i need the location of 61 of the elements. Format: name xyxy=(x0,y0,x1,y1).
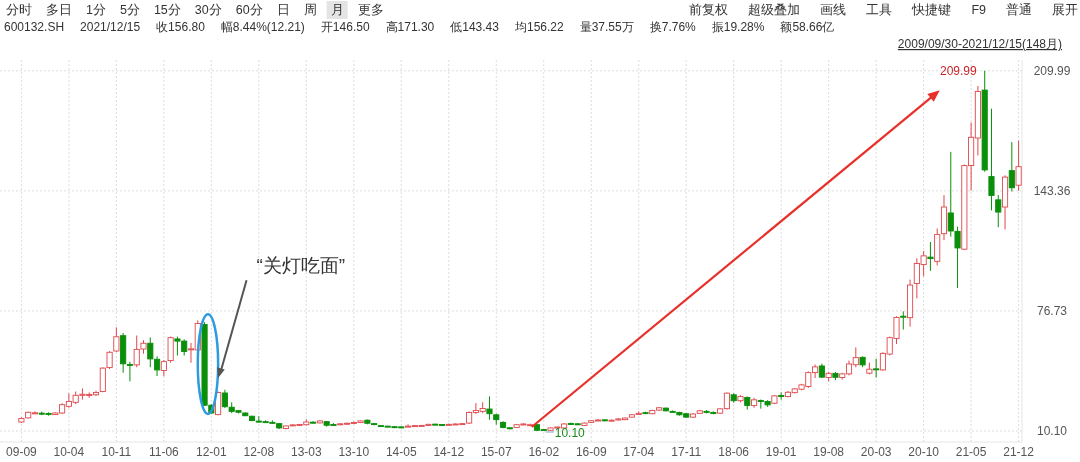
text: 60分 xyxy=(235,3,263,17)
y-tick-label: 209.99 xyxy=(1033,63,1071,78)
text: 工具 xyxy=(866,3,893,17)
x-tick-label: 09-09 xyxy=(6,445,38,459)
text: 振19.28% xyxy=(711,20,765,34)
x-tick-label: 19-08 xyxy=(813,445,845,459)
text: 收156.80 xyxy=(156,20,206,34)
text: 高171.30 xyxy=(385,20,435,34)
text: 分时 xyxy=(6,3,32,17)
x-tick-label: 12-08 xyxy=(243,445,275,459)
x-tick-label: 14-12 xyxy=(433,445,465,459)
text: 周 xyxy=(303,3,317,17)
text: 1分 xyxy=(86,3,106,17)
text: 月 xyxy=(330,3,344,17)
x-tick-label: 17-04 xyxy=(623,445,655,459)
x-tick-label: 14-05 xyxy=(385,445,417,459)
x-tick-label: 12-01 xyxy=(195,445,227,459)
x-tick-label: 10-11 xyxy=(101,445,132,459)
text: 均156.22 xyxy=(513,20,564,34)
text: 日 xyxy=(276,3,290,17)
x-tick-label: 20-03 xyxy=(860,445,892,459)
text: F9 xyxy=(971,3,987,17)
text: 普通 xyxy=(1006,2,1032,17)
x-tick-label: 18-06 xyxy=(718,445,750,459)
text: 前复权 xyxy=(689,3,729,17)
text: 开146.50 xyxy=(320,20,370,34)
text: 多日 xyxy=(46,3,72,17)
text: 2021/12/15 xyxy=(80,20,141,34)
x-tick-label: 11-06 xyxy=(148,445,180,459)
y-tick-label: 143.36 xyxy=(1033,183,1071,198)
text: 更多 xyxy=(357,3,384,17)
x-tick-label: 21-05 xyxy=(955,445,987,459)
text: 额58.66亿 xyxy=(780,20,835,34)
text: 5分 xyxy=(119,3,140,17)
text: 30分 xyxy=(194,3,222,17)
text: 600132.SH xyxy=(4,20,65,34)
text: 量37.55万 xyxy=(579,20,634,34)
text: 2009/09/30-2021/12/15(148月) xyxy=(897,37,1062,51)
x-tick-label: 10-04 xyxy=(53,445,85,459)
text: 换7.76% xyxy=(649,20,697,34)
y-tick-label: 10.10 xyxy=(1036,424,1068,439)
text: 画线 xyxy=(820,3,847,17)
x-tick-label: 16-09 xyxy=(575,445,607,459)
text: 超级叠加 xyxy=(748,3,801,17)
text: 低143.43 xyxy=(450,20,500,34)
x-tick-label: 20-10 xyxy=(908,445,940,459)
x-tick-label: 16-02 xyxy=(528,445,560,459)
x-tick-label: 13-10 xyxy=(338,445,370,459)
text: 展开 xyxy=(1052,3,1078,17)
text: 快捷键 xyxy=(911,3,952,17)
x-tick-label: 19-01 xyxy=(765,445,797,459)
annotation: “关灯吃面” xyxy=(256,255,346,277)
x-tick-label: 13-03 xyxy=(290,445,322,459)
x-tick-label: 17-11 xyxy=(671,445,702,459)
x-tick-label: 21-12 xyxy=(1003,445,1035,459)
y-tick-label: 76.73 xyxy=(1036,303,1068,318)
text: 幅8.44%(12.21) xyxy=(220,20,305,34)
annotation: 209.99 xyxy=(939,63,978,78)
annotation: 10.10 xyxy=(554,426,586,441)
x-tick-label: 15-07 xyxy=(480,445,512,459)
text: 15分 xyxy=(153,3,181,17)
